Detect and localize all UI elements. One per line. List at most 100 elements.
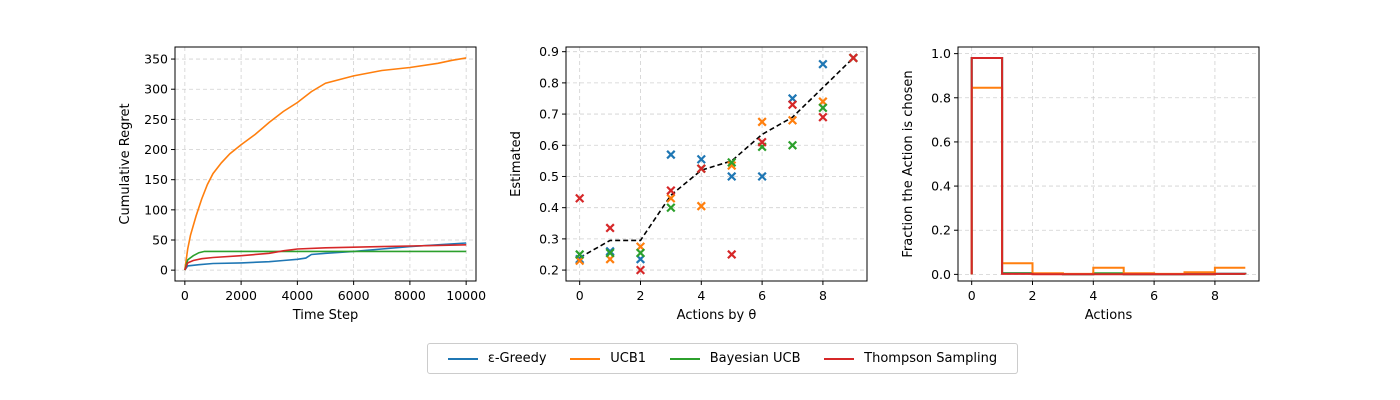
- legend-label-ucb1: UCB1: [610, 351, 647, 366]
- step-line-thompson: [970, 57, 1247, 276]
- x-tick-label: 4: [697, 288, 705, 303]
- y-tick-label: 100: [144, 202, 168, 217]
- y-tick-label: 0.0: [931, 267, 951, 282]
- scatter-marker-thompson: [727, 249, 737, 260]
- step-line-ucb1: [970, 86, 1246, 275]
- y-tick-label: 0.4: [539, 200, 559, 215]
- scatter-marker-thompson: [605, 223, 615, 233]
- scatter-marker-bayesian-ucb: [727, 157, 737, 168]
- legend-item-thompson: Thompson Sampling: [824, 351, 997, 366]
- x-tick-label: 0: [181, 288, 189, 303]
- y-tick-label: 0.5: [539, 169, 559, 184]
- marker-stroke: [605, 248, 615, 258]
- scatter-marker-thompson: [666, 185, 676, 196]
- x-tick-label: 2000: [225, 288, 257, 303]
- scatter-marker-ucb1: [787, 115, 798, 125]
- y-tick-label: 0.2: [539, 263, 559, 278]
- marker-stroke: [727, 249, 737, 260]
- scatter-marker-eps-greedy: [605, 246, 615, 256]
- marker-stroke: [818, 112, 828, 122]
- series-line-thompson: [184, 244, 467, 271]
- y-tick-label: 200: [144, 142, 168, 157]
- marker-stroke: [787, 140, 798, 150]
- marker-stroke: [635, 265, 646, 275]
- scatter-marker-eps-greedy: [818, 59, 828, 69]
- x-axis-label: Time Step: [292, 308, 359, 323]
- x-tick-label: 0: [968, 288, 976, 303]
- scatter-marker-bayesian-ucb: [635, 248, 646, 258]
- marker-stroke: [605, 223, 615, 233]
- x-tick-label: 6000: [338, 288, 370, 303]
- scatter-marker-eps-greedy: [757, 171, 767, 182]
- x-tick-label: 8000: [394, 288, 426, 303]
- y-tick-label: 50: [152, 232, 168, 247]
- marker-stroke: [575, 193, 585, 203]
- marker-stroke: [787, 115, 798, 125]
- marker-stroke: [848, 53, 858, 63]
- x-axis-label: Actions: [1085, 308, 1133, 323]
- scatter-marker-thompson: [787, 100, 798, 110]
- panel-2: 0 2 4 6 8 0.2 0.3 0.4 0.5 0.6 0.7 0.8 0.9 Actions by …: [509, 44, 868, 323]
- y-tick-label: 0.8: [931, 90, 951, 105]
- marker-stroke: [727, 171, 737, 182]
- marker-stroke: [666, 193, 676, 203]
- y-tick-label: 0.2: [931, 223, 951, 238]
- scatter-marker-thompson: [848, 53, 858, 63]
- scatter-marker-ucb1: [757, 117, 767, 127]
- scatter-marker-eps-greedy: [727, 171, 737, 182]
- marker-stroke: [635, 248, 646, 258]
- step-line-bayesian-ucb: [970, 57, 1247, 276]
- series-line-eps-greedy: [184, 242, 467, 271]
- scatter-marker-ucb1: [696, 201, 706, 211]
- marker-stroke: [696, 154, 706, 164]
- x-tick-label: 0: [576, 288, 584, 303]
- y-axis-label: Estimated: [509, 131, 524, 197]
- y-tick-label: 150: [144, 172, 168, 187]
- x-tick-label: 8: [1211, 288, 1219, 303]
- scatter-marker-ucb1: [666, 193, 676, 203]
- axes-frame: [565, 46, 868, 282]
- x-axis-label: Actions by θ: [677, 308, 757, 323]
- marker-stroke: [605, 246, 615, 256]
- y-tick-label: 300: [144, 82, 168, 97]
- y-axis-label: Cumulative Regret: [118, 103, 133, 224]
- panel-3: 0 2 4 6 8 0.0 0.2 0.4 0.6 0.8 1.0 Actions Fraction t…: [901, 46, 1260, 323]
- marker-stroke: [666, 150, 676, 160]
- scatter-marker-bayesian-ucb: [818, 103, 828, 113]
- step-line-eps-greedy: [970, 57, 1247, 276]
- scatter-marker-thompson: [635, 265, 646, 275]
- marker-stroke: [757, 117, 767, 127]
- legend-swatch-ucb1: [570, 357, 601, 360]
- marker-stroke: [575, 249, 585, 260]
- scatter-marker-bayesian-ucb: [666, 203, 676, 213]
- x-tick-label: 8: [819, 288, 827, 303]
- marker-stroke: [818, 59, 828, 69]
- marker-stroke: [696, 164, 706, 174]
- x-tick-label: 6: [1150, 288, 1158, 303]
- x-tick-label: 4000: [281, 288, 313, 303]
- scatter-marker-eps-greedy: [666, 150, 676, 160]
- scatter-marker-thompson: [818, 112, 828, 122]
- x-tick-label: 4: [1089, 288, 1097, 303]
- legend: ε-Greedy UCB1 Bayesian UCB Thompson Samp…: [427, 343, 1018, 374]
- scatter-marker-thompson: [757, 137, 767, 147]
- scatter-marker-thompson: [575, 193, 585, 203]
- axes-frame: [174, 46, 477, 282]
- marker-stroke: [727, 157, 737, 168]
- y-axis-label: Fraction the Action is chosen: [901, 70, 916, 257]
- scatter-marker-ucb1: [727, 160, 737, 171]
- x-tick-label: 2: [1029, 288, 1037, 303]
- legend-label-eps-greedy: ε-Greedy: [487, 351, 547, 366]
- legend-swatch-thompson: [824, 357, 855, 360]
- legend-swatch-bayesian-ucb: [669, 357, 700, 360]
- legend-item-bayesian-ucb: Bayesian UCB: [669, 351, 801, 366]
- y-tick-label: 250: [144, 112, 168, 127]
- legend-swatch-eps-greedy: [447, 357, 478, 360]
- scatter-marker-thompson: [696, 164, 706, 174]
- series-line-bayesian-ucb: [184, 250, 467, 271]
- true-theta-line: [579, 57, 854, 259]
- y-tick-label: 0.9: [539, 44, 559, 59]
- y-tick-label: 0.6: [931, 134, 951, 149]
- y-tick-label: 0.4: [931, 179, 951, 194]
- legend-label-thompson: Thompson Sampling: [864, 351, 998, 366]
